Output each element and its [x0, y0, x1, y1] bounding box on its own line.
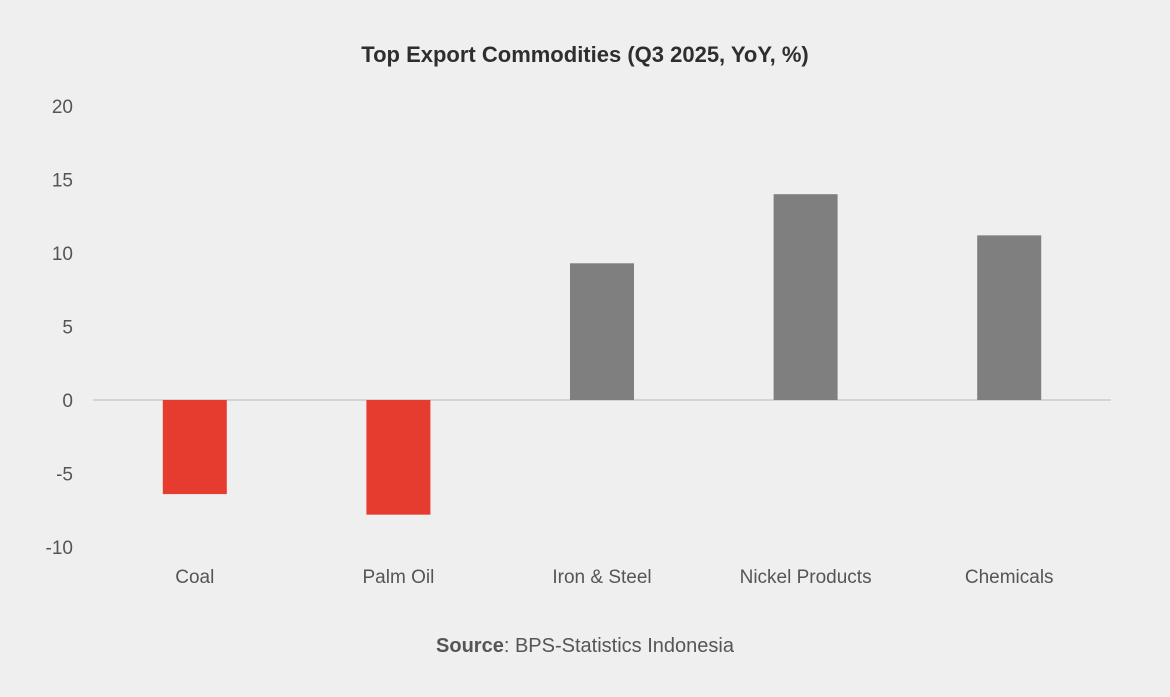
- x-category-label: Chemicals: [965, 567, 1054, 588]
- y-tick-label: -5: [56, 465, 73, 486]
- x-category-label: Iron & Steel: [552, 567, 651, 588]
- chart-title: Top Export Commodities (Q3 2025, YoY, %): [361, 42, 809, 67]
- source-text: : BPS-Statistics Indonesia: [503, 635, 734, 657]
- y-tick-label: 5: [62, 318, 73, 339]
- bar-coal: [162, 400, 227, 495]
- y-tick-label: 20: [52, 97, 73, 118]
- x-category-label: Nickel Products: [740, 567, 872, 588]
- y-tick-label: 0: [62, 391, 73, 412]
- x-category-label: Palm Oil: [363, 567, 435, 588]
- x-category-label: Coal: [175, 567, 214, 588]
- bar-palm-oil: [366, 400, 431, 515]
- source-note: Source: BPS-Statistics Indonesia: [0, 635, 1170, 658]
- bar-chemicals: [977, 235, 1042, 400]
- bar-nickel-products: [773, 194, 838, 400]
- bar-iron-steel: [570, 263, 634, 400]
- y-tick-label: 15: [52, 171, 73, 192]
- y-tick-label: 10: [52, 244, 73, 265]
- source-label: Source: [436, 635, 504, 657]
- y-tick-label: -10: [46, 538, 73, 559]
